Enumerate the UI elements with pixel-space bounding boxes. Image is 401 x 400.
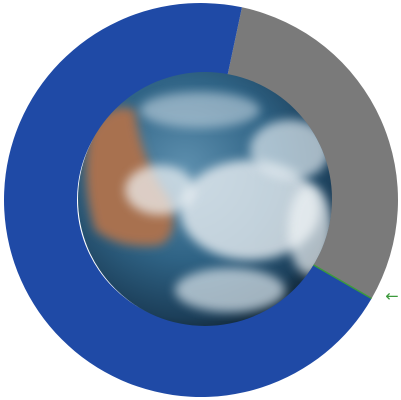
segment-divider bbox=[308, 261, 372, 300]
annotation-arrow: ← bbox=[385, 287, 398, 306]
earth-image bbox=[78, 72, 332, 326]
donut-segment bbox=[226, 7, 398, 299]
